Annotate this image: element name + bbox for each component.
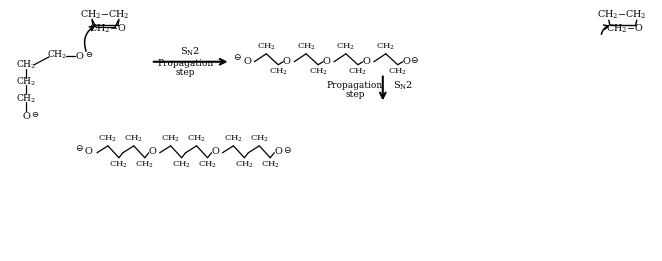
Text: $\mathregular{CH_2}$: $\mathregular{CH_2}$ — [109, 159, 128, 170]
Text: $\mathregular{CH_2}$: $\mathregular{CH_2}$ — [187, 134, 206, 144]
Text: $\mathregular{O}$: $\mathregular{O}$ — [273, 145, 283, 156]
Text: $\mathregular{CH_2{-}O}$: $\mathregular{CH_2{-}O}$ — [606, 23, 643, 35]
Text: $\mathregular{O}$: $\mathregular{O}$ — [322, 55, 332, 66]
Text: $\mathregular{CH_2}$: $\mathregular{CH_2}$ — [224, 134, 243, 144]
Text: $\mathregular{O}$: $\mathregular{O}$ — [75, 50, 85, 61]
Text: $\mathregular{O}$: $\mathregular{O}$ — [283, 55, 292, 66]
Text: $\mathregular{O}$: $\mathregular{O}$ — [84, 145, 94, 156]
Text: $\mathregular{CH_2}$: $\mathregular{CH_2}$ — [297, 42, 316, 52]
Text: $\mathregular{S_N2}$: $\mathregular{S_N2}$ — [181, 46, 201, 58]
Text: $\mathregular{O}$: $\mathregular{O}$ — [402, 55, 411, 66]
Text: $\mathregular{CH_2}$: $\mathregular{CH_2}$ — [124, 134, 143, 144]
Text: step: step — [345, 90, 365, 99]
Text: Propagation: Propagation — [327, 81, 383, 90]
Text: $\ominus$: $\ominus$ — [410, 55, 419, 65]
Text: $\mathregular{O}$: $\mathregular{O}$ — [243, 55, 252, 66]
Text: $\mathregular{S_N2}$: $\mathregular{S_N2}$ — [393, 79, 413, 92]
Text: $\mathregular{CH_2}$: $\mathregular{CH_2}$ — [261, 159, 280, 170]
Text: $\mathregular{CH_2{-}O}$: $\mathregular{CH_2{-}O}$ — [89, 23, 126, 35]
Text: $\mathregular{CH_2}$: $\mathregular{CH_2}$ — [336, 42, 355, 52]
Text: step: step — [176, 68, 195, 77]
Text: $\mathregular{CH_2}$: $\mathregular{CH_2}$ — [388, 67, 407, 77]
Text: $\mathregular{CH_2}$: $\mathregular{CH_2}$ — [16, 58, 36, 71]
Text: $\mathregular{CH_2}$: $\mathregular{CH_2}$ — [135, 159, 154, 170]
Text: $\mathregular{CH_2}$: $\mathregular{CH_2}$ — [376, 42, 395, 52]
Text: $\ominus$: $\ominus$ — [233, 52, 242, 62]
Text: $\mathregular{O}$: $\mathregular{O}$ — [148, 145, 158, 156]
Text: $\mathregular{O}$: $\mathregular{O}$ — [211, 145, 220, 156]
Text: Propagation: Propagation — [158, 59, 214, 68]
Text: $\mathregular{CH_2}$: $\mathregular{CH_2}$ — [198, 159, 217, 170]
Text: $\mathregular{CH_2}$: $\mathregular{CH_2}$ — [250, 134, 269, 144]
Text: $\ominus$: $\ominus$ — [31, 110, 39, 119]
Text: $\mathregular{CH_2}$: $\mathregular{CH_2}$ — [257, 42, 276, 52]
Text: $\ominus$: $\ominus$ — [85, 50, 93, 59]
Text: $\mathregular{CH_2{-}CH_2}$: $\mathregular{CH_2{-}CH_2}$ — [80, 9, 130, 21]
Text: $\mathregular{CH_2}$: $\mathregular{CH_2}$ — [269, 67, 288, 77]
Text: $\mathregular{CH_2}$: $\mathregular{CH_2}$ — [16, 75, 36, 88]
Text: $\mathregular{CH_2}$: $\mathregular{CH_2}$ — [16, 92, 36, 105]
Text: $\mathregular{CH_2}$: $\mathregular{CH_2}$ — [47, 49, 68, 61]
Text: $\mathregular{CH_2}$: $\mathregular{CH_2}$ — [99, 134, 117, 144]
Text: $\mathregular{O}$: $\mathregular{O}$ — [22, 110, 31, 121]
Text: $\mathregular{CH_2}$: $\mathregular{CH_2}$ — [348, 67, 367, 77]
Text: $\mathregular{CH_2}$: $\mathregular{CH_2}$ — [308, 67, 328, 77]
Text: $\ominus$: $\ominus$ — [75, 143, 83, 153]
Text: $\ominus$: $\ominus$ — [283, 145, 291, 155]
Text: $\mathregular{CH_2}$: $\mathregular{CH_2}$ — [162, 134, 180, 144]
Text: $\mathregular{CH_2}$: $\mathregular{CH_2}$ — [235, 159, 254, 170]
Text: $\mathregular{O}$: $\mathregular{O}$ — [362, 55, 371, 66]
Text: $\mathregular{CH_2}$: $\mathregular{CH_2}$ — [172, 159, 191, 170]
Text: $\mathregular{CH_2{-}CH_2}$: $\mathregular{CH_2{-}CH_2}$ — [597, 9, 647, 21]
